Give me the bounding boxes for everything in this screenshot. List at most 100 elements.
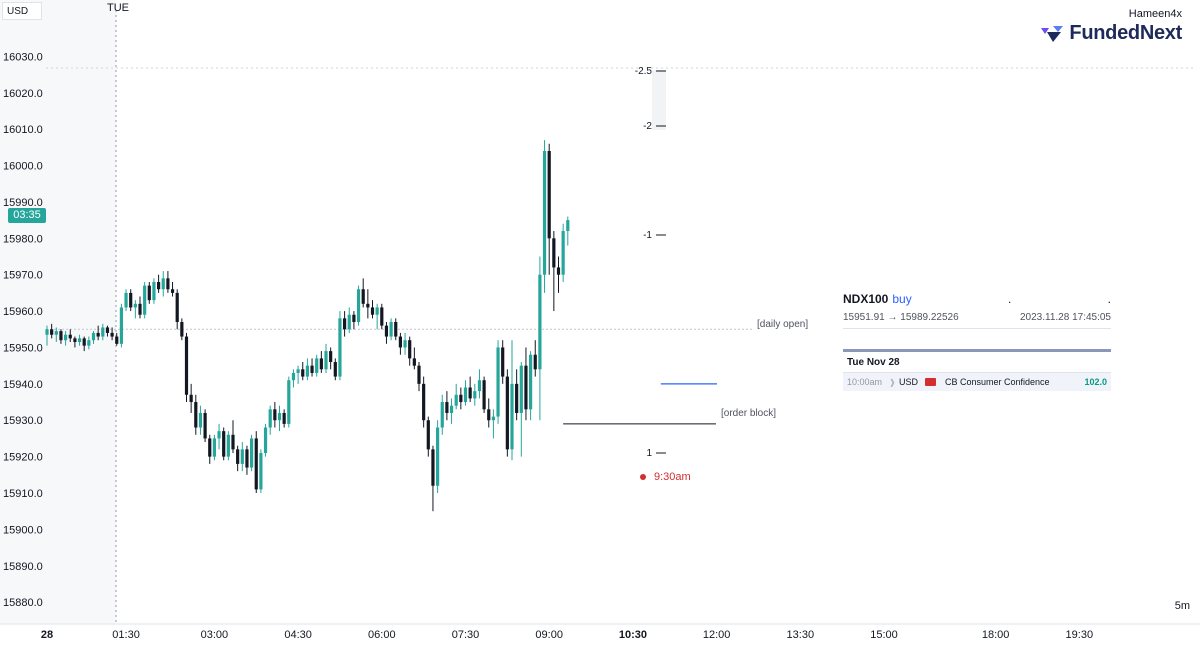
- event-value: 102.0: [1084, 377, 1107, 387]
- candle-body: [408, 340, 412, 359]
- candle-body: [384, 325, 389, 337]
- candle-body: [54, 331, 58, 335]
- candle-body: [524, 365, 528, 410]
- day-label: TUE: [107, 2, 129, 14]
- candle-body: [296, 369, 300, 373]
- candle-body: [138, 303, 142, 315]
- x-tick-label: 18:00: [982, 629, 1010, 641]
- candle-body: [482, 380, 486, 410]
- candle-body: [538, 274, 542, 370]
- event-name: CB Consumer Confidence: [945, 377, 1050, 387]
- funded-next-logo: FundedNext: [1039, 22, 1182, 45]
- interval-label[interactable]: 5m: [1174, 600, 1190, 612]
- trade-card: NDX100 buy . . 15951.91 → 15989.22526 202…: [843, 292, 1111, 329]
- trade-timestamp: 2023.11.28 17:45:05: [1019, 312, 1111, 323]
- candle-body: [166, 278, 170, 290]
- candle-body: [473, 391, 477, 399]
- candle-body: [356, 289, 361, 322]
- event-time: 10:00am: [847, 377, 883, 387]
- calendar-event-row[interactable]: 10:00am ❱ USD CB Consumer Confidence 102…: [843, 373, 1111, 391]
- candle-body: [440, 402, 444, 428]
- candle-body: [250, 438, 254, 468]
- candle-body: [370, 307, 375, 315]
- y-tick-label: 15980.0: [3, 233, 43, 245]
- candle-body: [398, 336, 402, 348]
- candle-body: [366, 303, 370, 308]
- candle-body: [389, 322, 393, 337]
- candle-body: [459, 394, 463, 403]
- y-tick-label: 16010.0: [3, 124, 43, 136]
- session-dot-icon: [640, 474, 646, 480]
- candle-body: [96, 332, 100, 337]
- candle-body: [412, 358, 416, 366]
- y-tick-label: 15900.0: [3, 524, 43, 536]
- y-tick-label: 15910.0: [3, 488, 43, 500]
- candle-body: [189, 394, 193, 403]
- candle-body: [287, 380, 291, 424]
- y-tick-label: 15950.0: [3, 342, 43, 354]
- candle-body: [64, 334, 68, 341]
- candle-body: [273, 409, 277, 421]
- candle-body: [547, 150, 551, 239]
- candle-body: [301, 369, 305, 377]
- candle-body: [282, 412, 286, 424]
- candle-body: [496, 347, 500, 417]
- candle-body: [110, 332, 114, 337]
- candle-body: [445, 402, 449, 413]
- candle-body: [231, 434, 235, 450]
- candle-body: [203, 412, 207, 439]
- currency-selector[interactable]: USD: [2, 2, 42, 20]
- candle-body: [245, 449, 249, 468]
- candle-body: [561, 231, 565, 275]
- importance-icon: ❱: [889, 377, 896, 387]
- candle-body: [324, 351, 328, 370]
- candle-body: [91, 332, 96, 341]
- event-currency: USD: [899, 377, 919, 387]
- candle-body: [259, 452, 263, 490]
- brand-watermark: Hameen4x FundedNext: [1039, 8, 1182, 45]
- candle-body: [505, 376, 509, 450]
- oscillator-tick-label: 1: [646, 448, 652, 459]
- candle-body: [310, 365, 314, 373]
- candle-body: [73, 338, 77, 343]
- brand-prefix: Funded: [1069, 22, 1140, 44]
- candle-body: [487, 409, 491, 421]
- candle-body: [491, 416, 495, 421]
- candle-body: [352, 314, 356, 322]
- candle-body: [198, 412, 203, 428]
- candle-body: [101, 327, 105, 337]
- oscillator-tick-label: -1: [643, 230, 652, 241]
- y-tick-label: 15880.0: [3, 597, 43, 609]
- session-label: 9:30am: [654, 471, 691, 483]
- candle-body: [431, 449, 435, 486]
- candle-body: [333, 362, 337, 377]
- countdown-badge: 03:35: [8, 208, 46, 223]
- x-tick-label: 15:00: [870, 629, 898, 641]
- y-tick-label: 15960.0: [3, 306, 43, 318]
- candle-body: [533, 354, 537, 370]
- candle-body: [468, 387, 472, 399]
- candle-body: [477, 380, 482, 392]
- candle-body: [82, 338, 86, 346]
- candle-body: [147, 285, 151, 301]
- y-tick-label: 15940.0: [3, 379, 43, 391]
- candle-body: [519, 365, 523, 413]
- candle-body: [426, 420, 430, 450]
- candle-body: [115, 336, 119, 344]
- candle-body: [454, 394, 458, 406]
- y-tick-label: 15930.0: [3, 415, 43, 427]
- x-tick-label: 13:30: [787, 629, 815, 641]
- candle-body: [268, 409, 272, 428]
- x-tick-label: 03:00: [201, 629, 229, 641]
- candle-body: [556, 267, 561, 275]
- trade-symbol: NDX100: [843, 292, 889, 306]
- y-tick-label: 15990.0: [3, 197, 43, 209]
- candle-body: [329, 351, 333, 363]
- x-tick-label: 10:30: [619, 629, 647, 641]
- candle-body: [240, 449, 244, 464]
- candle-body: [347, 314, 351, 330]
- candle-body: [291, 372, 296, 381]
- candle-body: [217, 431, 221, 439]
- logo-mark-icon: [1041, 25, 1064, 42]
